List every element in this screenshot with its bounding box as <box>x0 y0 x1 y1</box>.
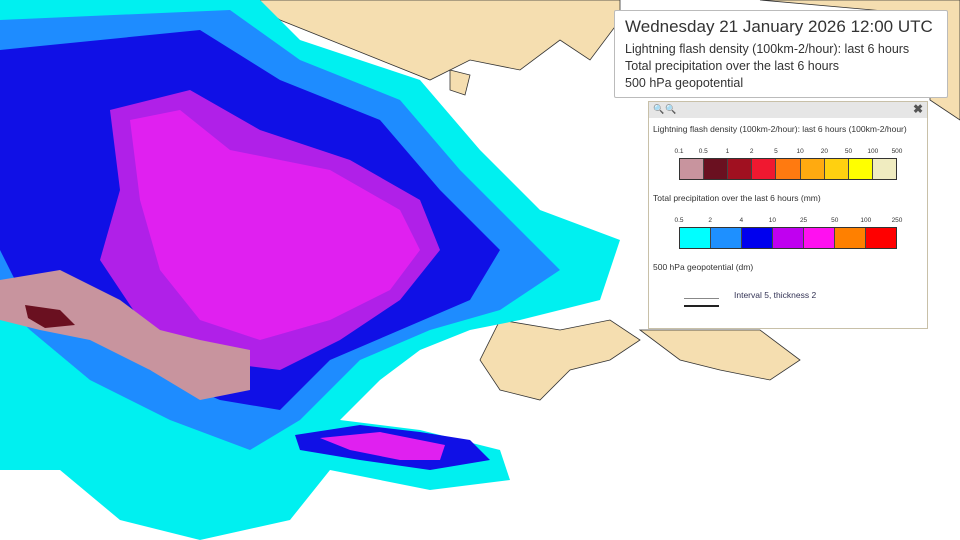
color-swatch <box>872 159 896 179</box>
color-swatch <box>835 228 866 248</box>
zoom-in-icon[interactable]: 🔍 <box>653 104 665 114</box>
color-swatch <box>728 159 753 179</box>
zoom-out-icon[interactable]: 🔍 <box>665 104 677 114</box>
color-swatch <box>824 159 849 179</box>
color-swatch <box>711 228 742 248</box>
scale-tick: 0.1 <box>674 148 684 155</box>
lightning-0.1-0.5 <box>0 270 250 400</box>
scale-tick: 10 <box>768 217 777 224</box>
geopotential-legend-title: 500 hPa geopotential (dm) <box>653 262 754 272</box>
layer-lightning: Lightning flash density (100km-2/hour): … <box>625 42 910 56</box>
legend-toolbar: 🔍 🔍 ✖ <box>649 102 927 118</box>
color-swatch <box>848 159 873 179</box>
lightning-scale: 0.1 0.5 1 2 5 10 20 50 100 500 <box>674 148 902 180</box>
scale-tick: 0.5 <box>698 148 708 155</box>
scale-tick: 1 <box>725 148 730 155</box>
forecast-datetime: Wednesday 21 January 2026 12:00 UTC <box>625 17 933 36</box>
color-swatch <box>804 228 835 248</box>
scale-tick: 100 <box>860 217 872 224</box>
scale-tick: 250 <box>891 217 903 224</box>
scale-tick: 50 <box>844 148 853 155</box>
precipitation-legend-title: Total precipitation over the last 6 hour… <box>653 193 821 203</box>
color-swatch <box>800 159 825 179</box>
geopotential-line-thin <box>684 298 719 299</box>
precip-25-50mm <box>130 110 420 340</box>
scale-tick: 2 <box>749 148 754 155</box>
map-title-box: Wednesday 21 January 2026 12:00 UTC Ligh… <box>614 10 948 98</box>
scale-tick: 50 <box>831 217 839 224</box>
scale-tick: 500 <box>891 148 903 155</box>
scale-tick: 20 <box>820 148 828 155</box>
geopotential-line-thick <box>684 305 719 307</box>
scale-tick: 2 <box>708 217 712 224</box>
scale-tick: 0.5 <box>674 217 684 224</box>
precipitation-scale: 0.5 2 4 10 25 50 100 250 <box>674 217 902 249</box>
legend-panel: 🔍 🔍 ✖ Lightning flash density (100km-2/h… <box>648 101 928 329</box>
color-swatch <box>866 228 896 248</box>
scale-tick: 4 <box>739 217 744 224</box>
color-swatch <box>773 228 804 248</box>
color-swatch <box>680 228 711 248</box>
scale-tick: 100 <box>867 148 879 155</box>
scale-tick: 5 <box>774 148 778 155</box>
lightning-0.5-1 <box>25 305 75 328</box>
close-icon[interactable]: ✖ <box>912 102 923 116</box>
color-swatch <box>742 228 773 248</box>
color-swatch <box>680 159 705 179</box>
scale-tick: 10 <box>796 148 804 155</box>
color-swatch <box>704 159 729 179</box>
color-swatch <box>752 159 777 179</box>
layer-geopotential: 500 hPa geopotential <box>625 76 744 90</box>
color-swatch <box>776 159 801 179</box>
scale-tick: 25 <box>799 217 808 224</box>
lightning-legend-title: Lightning flash density (100km-2/hour): … <box>653 124 907 134</box>
geopotential-interval: Interval 5, thickness 2 <box>734 290 817 300</box>
layer-precipitation: Total precipitation over the last 6 hour… <box>625 59 840 73</box>
precipitation-field <box>0 0 620 540</box>
